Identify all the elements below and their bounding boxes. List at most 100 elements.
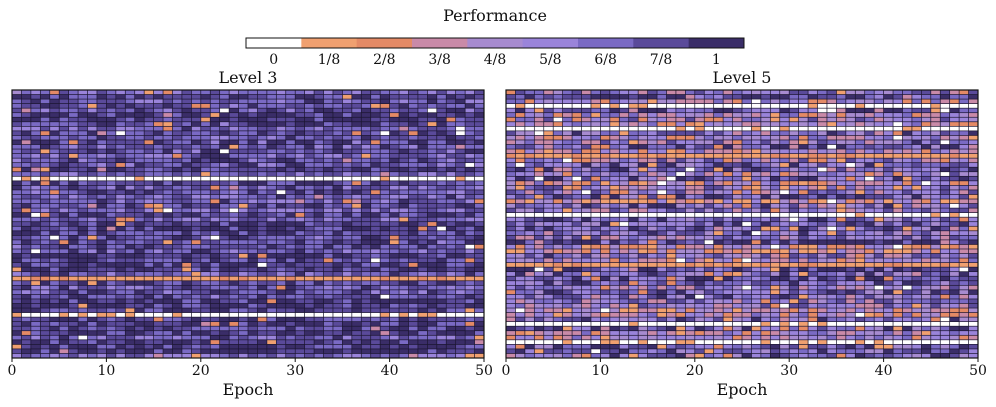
heatmap-cell <box>276 349 286 354</box>
heatmap-cell <box>182 99 192 104</box>
heatmap-cell <box>465 135 475 140</box>
heatmap-cell <box>846 217 855 222</box>
heatmap-cell <box>446 308 456 313</box>
heatmap-cell <box>50 176 59 181</box>
heatmap-cell <box>465 317 475 322</box>
heatmap-cell <box>827 240 837 245</box>
heatmap-cell <box>201 222 210 226</box>
heatmap-cell <box>191 158 201 163</box>
heatmap-cell <box>704 90 714 95</box>
heatmap-cell <box>78 172 88 176</box>
heatmap-cell <box>68 140 78 145</box>
heatmap-cell <box>389 181 399 186</box>
heatmap-cell <box>437 163 446 167</box>
heatmap-cell <box>68 103 78 108</box>
heatmap-cell <box>144 258 154 263</box>
heatmap-cell <box>827 153 837 158</box>
heatmap-cell <box>418 249 428 254</box>
heatmap-cell <box>912 222 922 226</box>
heatmap-cell <box>770 258 780 263</box>
heatmap-cell <box>12 94 22 99</box>
heatmap-cell <box>544 190 553 195</box>
heatmap-cell <box>295 135 305 140</box>
heatmap-cell <box>87 181 97 186</box>
heatmap-cell <box>87 312 97 317</box>
heatmap-cell <box>229 153 239 158</box>
heatmap-cell <box>257 290 267 295</box>
heatmap-cell <box>600 108 610 113</box>
heatmap-cell <box>525 253 534 258</box>
heatmap-cell <box>544 272 553 276</box>
heatmap-cell <box>817 267 827 272</box>
heatmap-cell <box>418 190 428 195</box>
heatmap-cell <box>695 131 704 136</box>
heatmap-cell <box>418 258 428 263</box>
heatmap-cell <box>371 217 380 222</box>
heatmap-cell <box>389 349 399 354</box>
heatmap-cell <box>553 212 563 217</box>
heatmap-cell <box>163 153 173 158</box>
heatmap-cell <box>59 94 69 99</box>
heatmap-cell <box>21 335 31 340</box>
heatmap-cell <box>723 199 733 204</box>
heatmap-cell <box>742 99 752 104</box>
heatmap-cell <box>808 199 818 204</box>
heatmap-cell <box>295 340 305 345</box>
heatmap-cell <box>638 199 648 204</box>
heatmap-cell <box>201 131 210 136</box>
heatmap-cell <box>427 222 437 226</box>
heatmap-cell <box>40 226 50 231</box>
heatmap-cell <box>912 90 922 95</box>
heatmap-cell <box>31 176 40 181</box>
heatmap-cell <box>286 108 295 113</box>
heatmap-cell <box>116 163 125 167</box>
heatmap-cell <box>572 99 582 104</box>
heatmap-cell <box>257 222 267 226</box>
heatmap-cell <box>836 94 846 99</box>
heatmap-cell <box>97 240 107 245</box>
heatmap-cell <box>732 117 742 122</box>
heatmap-cell <box>135 140 144 145</box>
heatmap-cell <box>638 117 648 122</box>
heatmap-cell <box>68 235 78 240</box>
heatmap-cell <box>770 235 780 240</box>
heatmap-cell <box>135 235 144 240</box>
heatmap-cell <box>276 244 286 249</box>
heatmap-cell <box>352 353 361 358</box>
heatmap-cell <box>276 253 286 258</box>
heatmap-cell <box>191 340 201 345</box>
heatmap-cell <box>465 276 475 281</box>
heatmap-cell <box>389 163 399 167</box>
heatmap-cell <box>874 172 884 176</box>
heatmap-cell <box>68 163 78 167</box>
heatmap-cell <box>789 153 799 158</box>
heatmap-cell <box>959 217 969 222</box>
heatmap-cell <box>50 317 59 322</box>
heatmap-cell <box>229 176 239 181</box>
heatmap-cell <box>912 208 922 213</box>
heatmap-cell <box>191 231 201 235</box>
heatmap-cell <box>68 299 78 304</box>
heatmap-cell <box>676 135 686 140</box>
heatmap-cell <box>21 113 31 117</box>
heatmap-cell <box>276 181 286 186</box>
heatmap-cell <box>68 308 78 313</box>
heatmap-cell <box>638 217 648 222</box>
heatmap-cell <box>229 208 239 213</box>
heatmap-cell <box>685 144 695 149</box>
heatmap-cell <box>371 303 380 308</box>
heatmap-cell <box>352 199 361 204</box>
heatmap-cell <box>210 249 220 254</box>
heatmap-cell <box>59 226 69 231</box>
heatmap-cell <box>286 335 295 340</box>
heatmap-cell <box>182 262 192 267</box>
heatmap-cell <box>846 135 855 140</box>
heatmap-cell <box>182 153 192 158</box>
heatmap-cell <box>40 276 50 281</box>
heatmap-cell <box>817 158 827 163</box>
heatmap-cell <box>695 203 704 208</box>
heatmap-cell <box>666 117 676 122</box>
heatmap-cell <box>21 276 31 281</box>
heatmap-cell <box>257 226 267 231</box>
heatmap-cell <box>456 190 465 195</box>
